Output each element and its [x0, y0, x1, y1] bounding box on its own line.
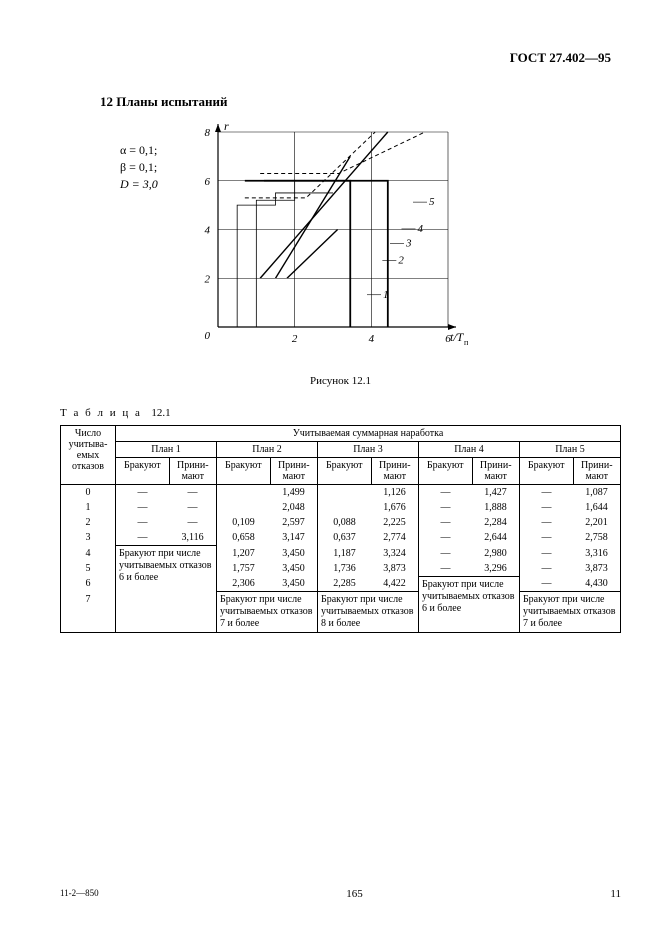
svg-text:6: 6: [204, 176, 210, 188]
svg-text:2: 2: [398, 255, 404, 267]
page: ГОСТ 27.402—95 12 Планы испытаний α = 0,…: [0, 0, 661, 936]
svg-text:t/T: t/T: [450, 330, 465, 344]
plan-header-4: План 4: [418, 442, 519, 458]
chart: 2462468rt/Tпл012345: [188, 122, 468, 357]
plan-header-3: План 3: [317, 442, 418, 458]
figure-caption: Рисунок 12.1: [60, 375, 621, 387]
sub-accept-1: Прини-мают: [169, 458, 216, 485]
footer-center: 165: [60, 888, 621, 900]
svg-text:2: 2: [292, 333, 298, 345]
sub-reject-4: Бракуют: [418, 458, 472, 485]
section-title: 12 Планы испытаний: [100, 94, 621, 110]
sub-reject-1: Бракуют: [116, 458, 170, 485]
svg-text:8: 8: [204, 127, 210, 139]
svg-text:2: 2: [204, 273, 210, 285]
table-row: 0——1,4991,126—1,427—1,087: [61, 485, 621, 501]
footer-right: 11: [610, 888, 621, 900]
sub-reject-5: Бракуют: [519, 458, 573, 485]
svg-text:4: 4: [368, 333, 374, 345]
footer-left: 11-2—850: [60, 888, 99, 898]
param-d: D = 3,0: [120, 177, 158, 191]
param-beta: β = 0,1;: [120, 159, 158, 176]
table-row: 1——2,0481,676—1,888—1,644: [61, 500, 621, 515]
svg-text:4: 4: [204, 225, 210, 237]
svg-text:пл: пл: [464, 338, 468, 347]
plan-header-5: План 5: [519, 442, 620, 458]
parameters-block: α = 0,1; β = 0,1; D = 3,0: [120, 142, 158, 192]
sub-accept-3: Прини-мают: [371, 458, 418, 485]
document-id: ГОСТ 27.402—95: [60, 50, 611, 66]
sub-accept-2: Прини-мают: [270, 458, 317, 485]
super-header: Учитываемая суммарная наработка: [116, 426, 621, 442]
data-table: Число учитыва- емых отказов Учитываемая …: [60, 425, 621, 633]
svg-text:3: 3: [405, 238, 412, 250]
table-label: Т а б л и ц а 12.1: [60, 407, 621, 419]
sub-accept-4: Прини-мают: [472, 458, 519, 485]
row-header: Число учитыва- емых отказов: [61, 426, 116, 485]
table-row: 3—3,1160,6583,1470,6372,774—2,644—2,758: [61, 530, 621, 546]
sub-reject-3: Бракуют: [317, 458, 371, 485]
sub-accept-5: Прини-мают: [573, 458, 621, 485]
table-row: 2——0,1092,5970,0882,225—2,284—2,201: [61, 515, 621, 530]
plan-header-1: План 1: [116, 442, 217, 458]
plan-header-2: План 2: [216, 442, 317, 458]
page-footer: 11-2—850 11 165: [60, 888, 621, 900]
svg-text:1: 1: [383, 289, 389, 301]
svg-text:0: 0: [204, 330, 210, 342]
param-alpha: α = 0,1;: [120, 142, 158, 159]
table-row: 4Бракуют при числе учитывае­мых отказов …: [61, 546, 621, 561]
params-chart-row: α = 0,1; β = 0,1; D = 3,0 2462468rt/Tпл0…: [120, 122, 621, 357]
sub-reject-2: Бракуют: [216, 458, 270, 485]
svg-text:4: 4: [417, 223, 423, 235]
svg-text:5: 5: [429, 196, 435, 208]
svg-text:r: r: [224, 122, 229, 133]
chart-svg: 2462468rt/Tпл012345: [188, 122, 468, 352]
